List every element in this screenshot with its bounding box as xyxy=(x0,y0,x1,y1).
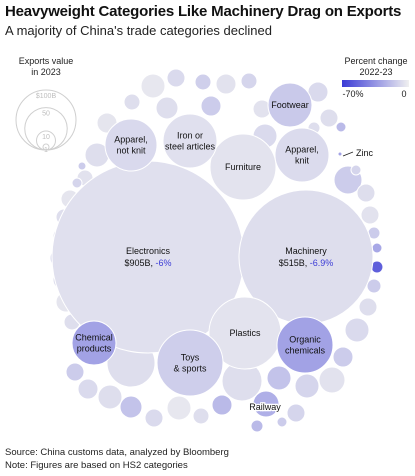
bubble-unlabeled xyxy=(332,346,354,368)
bubble-organic-chemicals xyxy=(276,316,334,374)
bubble-unlabeled xyxy=(77,378,99,400)
label-footwear: Footwear xyxy=(271,100,309,110)
bubble-iron-or-steel-articles xyxy=(162,113,218,169)
bubble-unlabeled xyxy=(71,177,83,189)
bubble-unlabeled xyxy=(350,164,362,176)
color-legend-max-label: 0 xyxy=(401,89,406,99)
label-machinery: Machinery xyxy=(285,246,327,256)
zinc-pointer-line xyxy=(342,151,354,157)
bubble-unlabeled xyxy=(266,365,292,391)
bubble-unlabeled xyxy=(119,395,143,419)
chart-title: Heavyweight Categories Like Machinery Dr… xyxy=(5,3,402,20)
value-label-machinery: $515B, -6.9% xyxy=(279,258,334,268)
size-legend-title-line2: in 2023 xyxy=(31,67,61,77)
size-legend-circle xyxy=(42,143,50,151)
footnote: Note: Figures are based on HS2 categorie… xyxy=(5,460,188,471)
value-label-electronics: $905B, -6% xyxy=(124,258,171,268)
bubble-unlabeled xyxy=(200,95,222,117)
size-legend-label: 50 xyxy=(42,111,50,118)
bubble-unlabeled xyxy=(97,384,123,410)
label-chemical-products: Chemical products xyxy=(75,333,113,354)
label-organic-chemicals: Organic chemicals xyxy=(285,335,326,356)
bubble-unlabeled xyxy=(65,362,85,382)
bubble-railway xyxy=(252,390,280,418)
bubble-unlabeled xyxy=(356,183,376,203)
bubble-unlabeled xyxy=(192,407,210,425)
bubble-unlabeled xyxy=(194,73,212,91)
bubble-unlabeled xyxy=(77,161,87,171)
bubble-unlabeled xyxy=(360,205,380,225)
size-legend: Exports value in 2023 $100B 50 10 1 xyxy=(15,56,77,154)
bubble-unlabeled xyxy=(140,73,166,99)
bubble-unlabeled xyxy=(319,108,339,128)
size-legend-title-line1: Exports value xyxy=(19,56,74,66)
color-legend-title-line2: 2022-23 xyxy=(359,67,392,77)
label-apparel-knit: Apparel, knit xyxy=(285,145,319,166)
bubble-apparel-knit xyxy=(274,127,330,183)
label-plastics: Plastics xyxy=(229,328,261,338)
bubble-unlabeled xyxy=(155,96,179,120)
bubble-footwear xyxy=(267,82,313,128)
bubble-unlabeled xyxy=(250,419,264,433)
size-legend-label: $100B xyxy=(36,93,57,100)
label-electronics: Electronics xyxy=(126,246,171,256)
size-legend-label: 1 xyxy=(44,147,48,154)
bubble-unlabeled xyxy=(211,394,233,416)
bubble-unlabeled xyxy=(371,242,383,254)
bubble-chemical-products xyxy=(71,320,117,366)
bubble-toys-sports xyxy=(156,329,224,397)
size-legend-circles: $100B 50 10 1 xyxy=(15,89,77,154)
label-toys-sports: Toys & sports xyxy=(173,353,207,374)
bubble-unlabeled xyxy=(240,72,258,90)
bubble-unlabeled xyxy=(366,278,382,294)
bubble-unlabeled xyxy=(286,403,306,423)
bubble-zinc xyxy=(337,151,343,157)
bubble-layer: Electronics $905B, -6% Machinery $515B, -6.… xyxy=(49,68,384,433)
bubble-unlabeled xyxy=(335,121,347,133)
bubble-unlabeled xyxy=(123,93,141,111)
source-note: Source: China customs data, analyzed by … xyxy=(5,447,229,458)
bubble-unlabeled xyxy=(276,416,288,428)
color-legend-gradient-bar xyxy=(342,80,409,87)
label-iron-or-steel-articles: Iron or steel articles xyxy=(165,131,216,152)
bubble-unlabeled xyxy=(344,317,370,343)
label-apparel-not-knit: Apparel, not knit xyxy=(114,135,148,156)
label-furniture: Furniture xyxy=(225,162,261,172)
bubble-unlabeled xyxy=(166,68,186,88)
bubble-unlabeled xyxy=(215,73,237,95)
chart-subtitle: A majority of China's trade categories d… xyxy=(5,23,272,38)
label-zinc: Zinc xyxy=(356,148,374,158)
bubble-unlabeled xyxy=(358,297,378,317)
size-legend-label: 10 xyxy=(42,134,50,141)
bubble-unlabeled xyxy=(318,366,346,394)
bubble-unlabeled xyxy=(166,395,192,421)
bubble-furniture xyxy=(209,133,277,201)
bubble-apparel-not-knit xyxy=(104,118,158,172)
color-legend: Percent change 2022-23 -70% 0 xyxy=(342,56,409,99)
bubble-unlabeled xyxy=(294,373,320,399)
label-railway: Railway xyxy=(249,402,281,412)
color-legend-title-line1: Percent change xyxy=(344,56,407,66)
bubble-unlabeled xyxy=(144,408,164,428)
color-legend-min-label: -70% xyxy=(342,89,363,99)
